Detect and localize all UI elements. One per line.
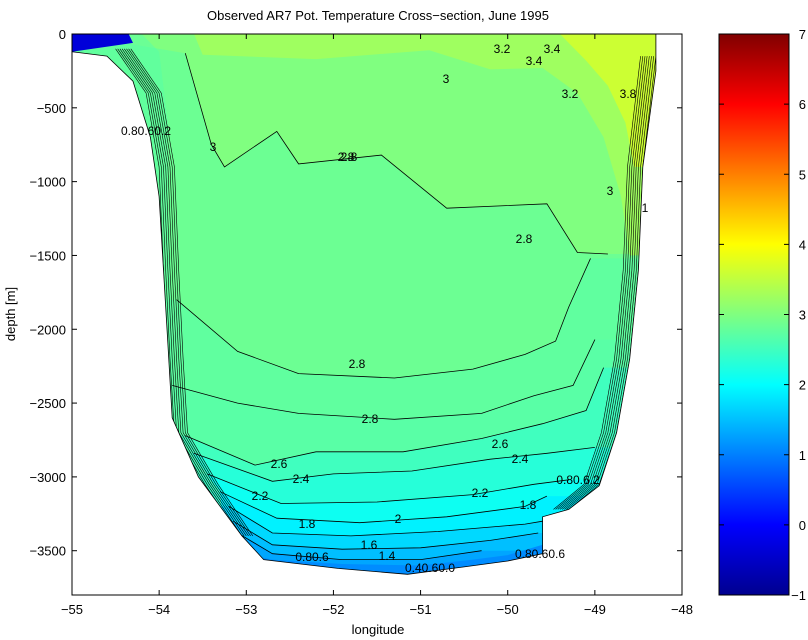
- contour-label: 1.4: [379, 549, 396, 563]
- band-3.6: [560, 34, 656, 167]
- x-tick-label: −50: [497, 602, 519, 617]
- contour-labels: 2.82.82.82.82.82.62.62.42.42.2 2.221.81.8…: [121, 42, 649, 575]
- contour-label: 2.2: [472, 486, 489, 500]
- contour-label: 0.80.6.2: [556, 473, 600, 487]
- y-axis: 0 −500 −1000 −1500 −2000 −2500 −3000 −3500: [29, 27, 682, 559]
- colorbar-tick-label: −1: [791, 588, 806, 603]
- contour-line-2.2: [206, 473, 569, 504]
- y-tick-label: −2000: [29, 322, 66, 337]
- x-axis: −55 −54 −53 −52 −51 −50 −49 −48: [61, 34, 693, 617]
- contour-label: 2.8: [341, 150, 358, 164]
- colorbar-tick-label: 3: [799, 308, 806, 323]
- contour-line-1.4: [237, 532, 482, 560]
- plot-frame: [71, 33, 683, 596]
- contour-label: 1.8: [299, 517, 316, 531]
- contour-label: 2.2: [252, 489, 269, 503]
- seafloor-outline: [72, 34, 657, 575]
- x-tick-label: −52: [322, 602, 344, 617]
- colorbar-gradient: [718, 33, 790, 596]
- contour-label: 2.4: [293, 472, 310, 486]
- colorbar: 7 6 5 4 3 2 1 0 −1: [718, 27, 806, 603]
- contour-label: 3: [210, 140, 217, 154]
- chart-title: Observed AR7 Pot. Temperature Cross−sect…: [207, 8, 549, 23]
- x-tick-label: −55: [61, 602, 83, 617]
- contour-label: 0.80.60.6: [515, 547, 565, 561]
- contour-label: 3.4: [526, 54, 543, 68]
- x-tick-label: −51: [410, 602, 432, 617]
- y-tick-label: −500: [37, 101, 66, 116]
- contour-line-1.8: [228, 506, 543, 537]
- y-axis-label: depth [m]: [3, 287, 18, 341]
- contour-line-2.8: [184, 53, 608, 255]
- contour-label: 2.8: [516, 232, 533, 246]
- contour-line-2.4: [193, 447, 595, 482]
- contour-line-1.6: [232, 520, 539, 550]
- contour-line-2.8: [172, 339, 596, 420]
- contour-line-2: [219, 491, 548, 524]
- contour-label: 0.40.60.0: [405, 561, 455, 575]
- contour-label: 3: [443, 72, 450, 86]
- y-tick-label: −3500: [29, 544, 66, 559]
- y-tick-label: −3000: [29, 470, 66, 485]
- colorbar-tick-label: 7: [799, 27, 806, 42]
- x-tick-label: −49: [584, 602, 606, 617]
- contour-label: 2: [395, 512, 402, 526]
- contour-label: 3.4: [544, 42, 561, 56]
- x-tick-label: −53: [235, 602, 257, 617]
- contour-label: 0.80.60.2: [121, 124, 171, 138]
- colorbar-ticks: 7 6 5 4 3 2 1 0 −1: [719, 27, 806, 603]
- y-tick-label: −1000: [29, 175, 66, 190]
- y-tick-label: 0: [59, 27, 66, 42]
- colorbar-tick-label: 5: [799, 167, 806, 182]
- x-tick-label: −54: [148, 602, 170, 617]
- colorbar-tick-label: 1: [799, 448, 806, 463]
- x-tick-label: −48: [671, 602, 693, 617]
- contour-label: 2.8: [338, 150, 355, 164]
- colorbar-tick-label: 4: [799, 237, 806, 252]
- contour-label: 1: [642, 201, 649, 215]
- contour-label: 2.8: [349, 357, 366, 371]
- colorbar-tick-label: 0: [799, 518, 806, 533]
- band-1.2: [228, 544, 543, 575]
- contour-lines: [172, 53, 608, 560]
- contour-label: 1.8: [520, 498, 537, 512]
- y-tick-label: −1500: [29, 248, 66, 263]
- contour-label: 3.2: [562, 87, 579, 101]
- contour-label: 2.6: [492, 437, 509, 451]
- contour-label: 3.2: [494, 42, 511, 56]
- colorbar-tick-label: 2: [799, 378, 806, 393]
- contour-label: 2.8: [362, 412, 379, 426]
- contour-label: 3: [607, 184, 614, 198]
- temperature-fill: [72, 34, 656, 575]
- contour-line-2.8: [176, 258, 591, 379]
- contour-label: 1.6: [361, 538, 378, 552]
- x-axis-label: longitude: [352, 622, 405, 637]
- contour-label: 2.4: [512, 452, 529, 466]
- plot-area: 2.82.82.82.82.82.62.62.42.42.2 2.221.81.8…: [72, 34, 657, 575]
- contour-label: 3.8: [620, 87, 637, 101]
- contour-label: 2.6: [271, 457, 288, 471]
- y-tick-label: −2500: [29, 396, 66, 411]
- band-3.0: [72, 34, 656, 254]
- contour-line-2.6: [185, 367, 604, 466]
- west-cold-band: [72, 34, 133, 52]
- contour-label: 0.80.6: [295, 550, 329, 564]
- colorbar-tick-label: 6: [799, 97, 806, 112]
